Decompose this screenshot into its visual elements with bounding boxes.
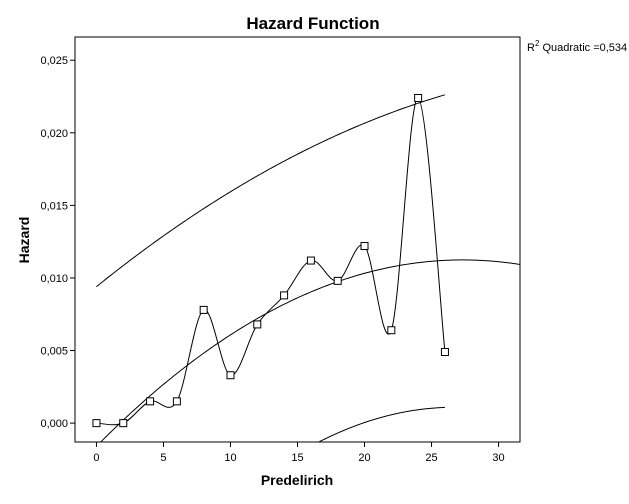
- x-tick-label: 20: [358, 452, 370, 464]
- legend-r: R: [527, 42, 535, 54]
- quadratic-fit-line: [100, 259, 520, 442]
- data-point-marker: [360, 242, 369, 251]
- data-point-marker: [387, 326, 396, 335]
- legend-text: R2 Quadratic =0,534: [527, 39, 627, 54]
- legend: R2 Quadratic =0,534: [519, 39, 627, 55]
- y-tick-label: 0,005: [40, 346, 68, 358]
- data-point-marker: [253, 320, 262, 329]
- upper-confidence-curve: [96, 94, 446, 288]
- data-points: [92, 93, 449, 428]
- x-tick-label: 0: [93, 452, 99, 464]
- x-axis-label: Predelirich: [261, 472, 333, 488]
- plot-area: [74, 36, 521, 443]
- y-axis: 0,000 0,005 0,010 0,015 0,020 0,025: [40, 55, 75, 430]
- data-point-marker: [280, 291, 289, 300]
- hazard-interpolation-line: [96, 97, 446, 426]
- lower-confidence-curve: [317, 406, 445, 442]
- x-axis: 0 5 10 15 20 25 30: [93, 442, 505, 464]
- data-point-marker: [119, 419, 128, 428]
- y-tick-label: 0,020: [40, 128, 68, 140]
- data-point-marker: [199, 305, 208, 314]
- x-tick-label: 10: [224, 452, 236, 464]
- data-point-marker: [92, 419, 101, 428]
- data-point-marker: [226, 371, 235, 380]
- data-point-marker: [414, 93, 423, 102]
- y-tick-label: 0,010: [40, 273, 68, 285]
- x-tick-label: 30: [492, 452, 504, 464]
- y-tick-label: 0,000: [40, 418, 68, 430]
- x-tick-label: 25: [425, 452, 437, 464]
- legend-rest: Quadratic =0,534: [539, 42, 627, 54]
- y-tick-label: 0,025: [40, 55, 68, 67]
- data-point-marker: [146, 397, 155, 406]
- x-tick-label: 15: [291, 452, 303, 464]
- data-point-marker: [306, 256, 315, 265]
- chart-title: Hazard Function: [246, 14, 379, 33]
- x-tick-label: 5: [160, 452, 166, 464]
- legend-superscript: 2: [535, 39, 540, 48]
- data-point-marker: [333, 276, 342, 285]
- data-point-marker: [440, 348, 449, 356]
- y-axis-label: Hazard: [16, 217, 32, 264]
- data-point-marker: [172, 397, 181, 406]
- y-tick-label: 0,015: [40, 200, 68, 212]
